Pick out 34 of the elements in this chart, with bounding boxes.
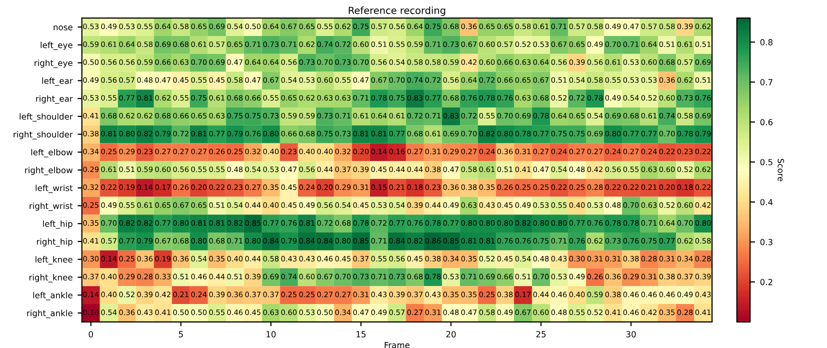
y-tick-label: left_knee bbox=[36, 256, 72, 264]
y-tick-label: left_eye bbox=[40, 42, 72, 50]
y-tick-label: right_wrist bbox=[30, 202, 73, 211]
x-tick-label: 15 bbox=[356, 331, 366, 338]
color-bar-label: 0.5 bbox=[760, 158, 772, 166]
color-bar-label: 0.4 bbox=[760, 198, 773, 206]
y-tick-label: right_hip bbox=[36, 238, 72, 247]
color-bar-title: Score bbox=[778, 158, 784, 182]
color-bar-label: 0.7 bbox=[760, 79, 772, 86]
x-tick-label: 20 bbox=[446, 331, 456, 338]
y-tick-label: right_knee bbox=[29, 274, 72, 282]
x-axis-title: Frame bbox=[384, 342, 410, 348]
color-bar-label: 0.8 bbox=[760, 39, 772, 46]
y-tick-label: left_shoulder bbox=[20, 113, 73, 122]
x-tick-label: 0 bbox=[88, 331, 93, 338]
y-tick-label: right_eye bbox=[34, 60, 72, 68]
y-tick-label: left_wrist bbox=[36, 184, 73, 193]
x-tick-label: 5 bbox=[178, 331, 183, 338]
y-tick-label: right_ankle bbox=[27, 310, 72, 318]
x-tick-label: 25 bbox=[536, 331, 546, 338]
y-tick-label: left_elbow bbox=[31, 148, 72, 158]
color-bar-label: 0.6 bbox=[760, 119, 773, 126]
x-tick-label: 30 bbox=[626, 331, 636, 338]
y-tick-label: left_hip bbox=[43, 220, 72, 229]
y-tick-label: right_elbow bbox=[25, 166, 72, 176]
chart-title: Reference recording bbox=[348, 6, 446, 16]
y-tick-label: nose bbox=[54, 26, 72, 30]
color-bar-label: 0.2 bbox=[760, 278, 772, 286]
y-tick-label: left_ear bbox=[42, 77, 73, 86]
color-bar-label: 0.3 bbox=[760, 238, 772, 246]
y-tick-label: right_shoulder bbox=[14, 131, 73, 140]
y-tick-label: right_ear bbox=[36, 95, 73, 104]
y-tick-label: left_ankle bbox=[33, 292, 72, 300]
x-tick-label: 10 bbox=[266, 331, 276, 338]
